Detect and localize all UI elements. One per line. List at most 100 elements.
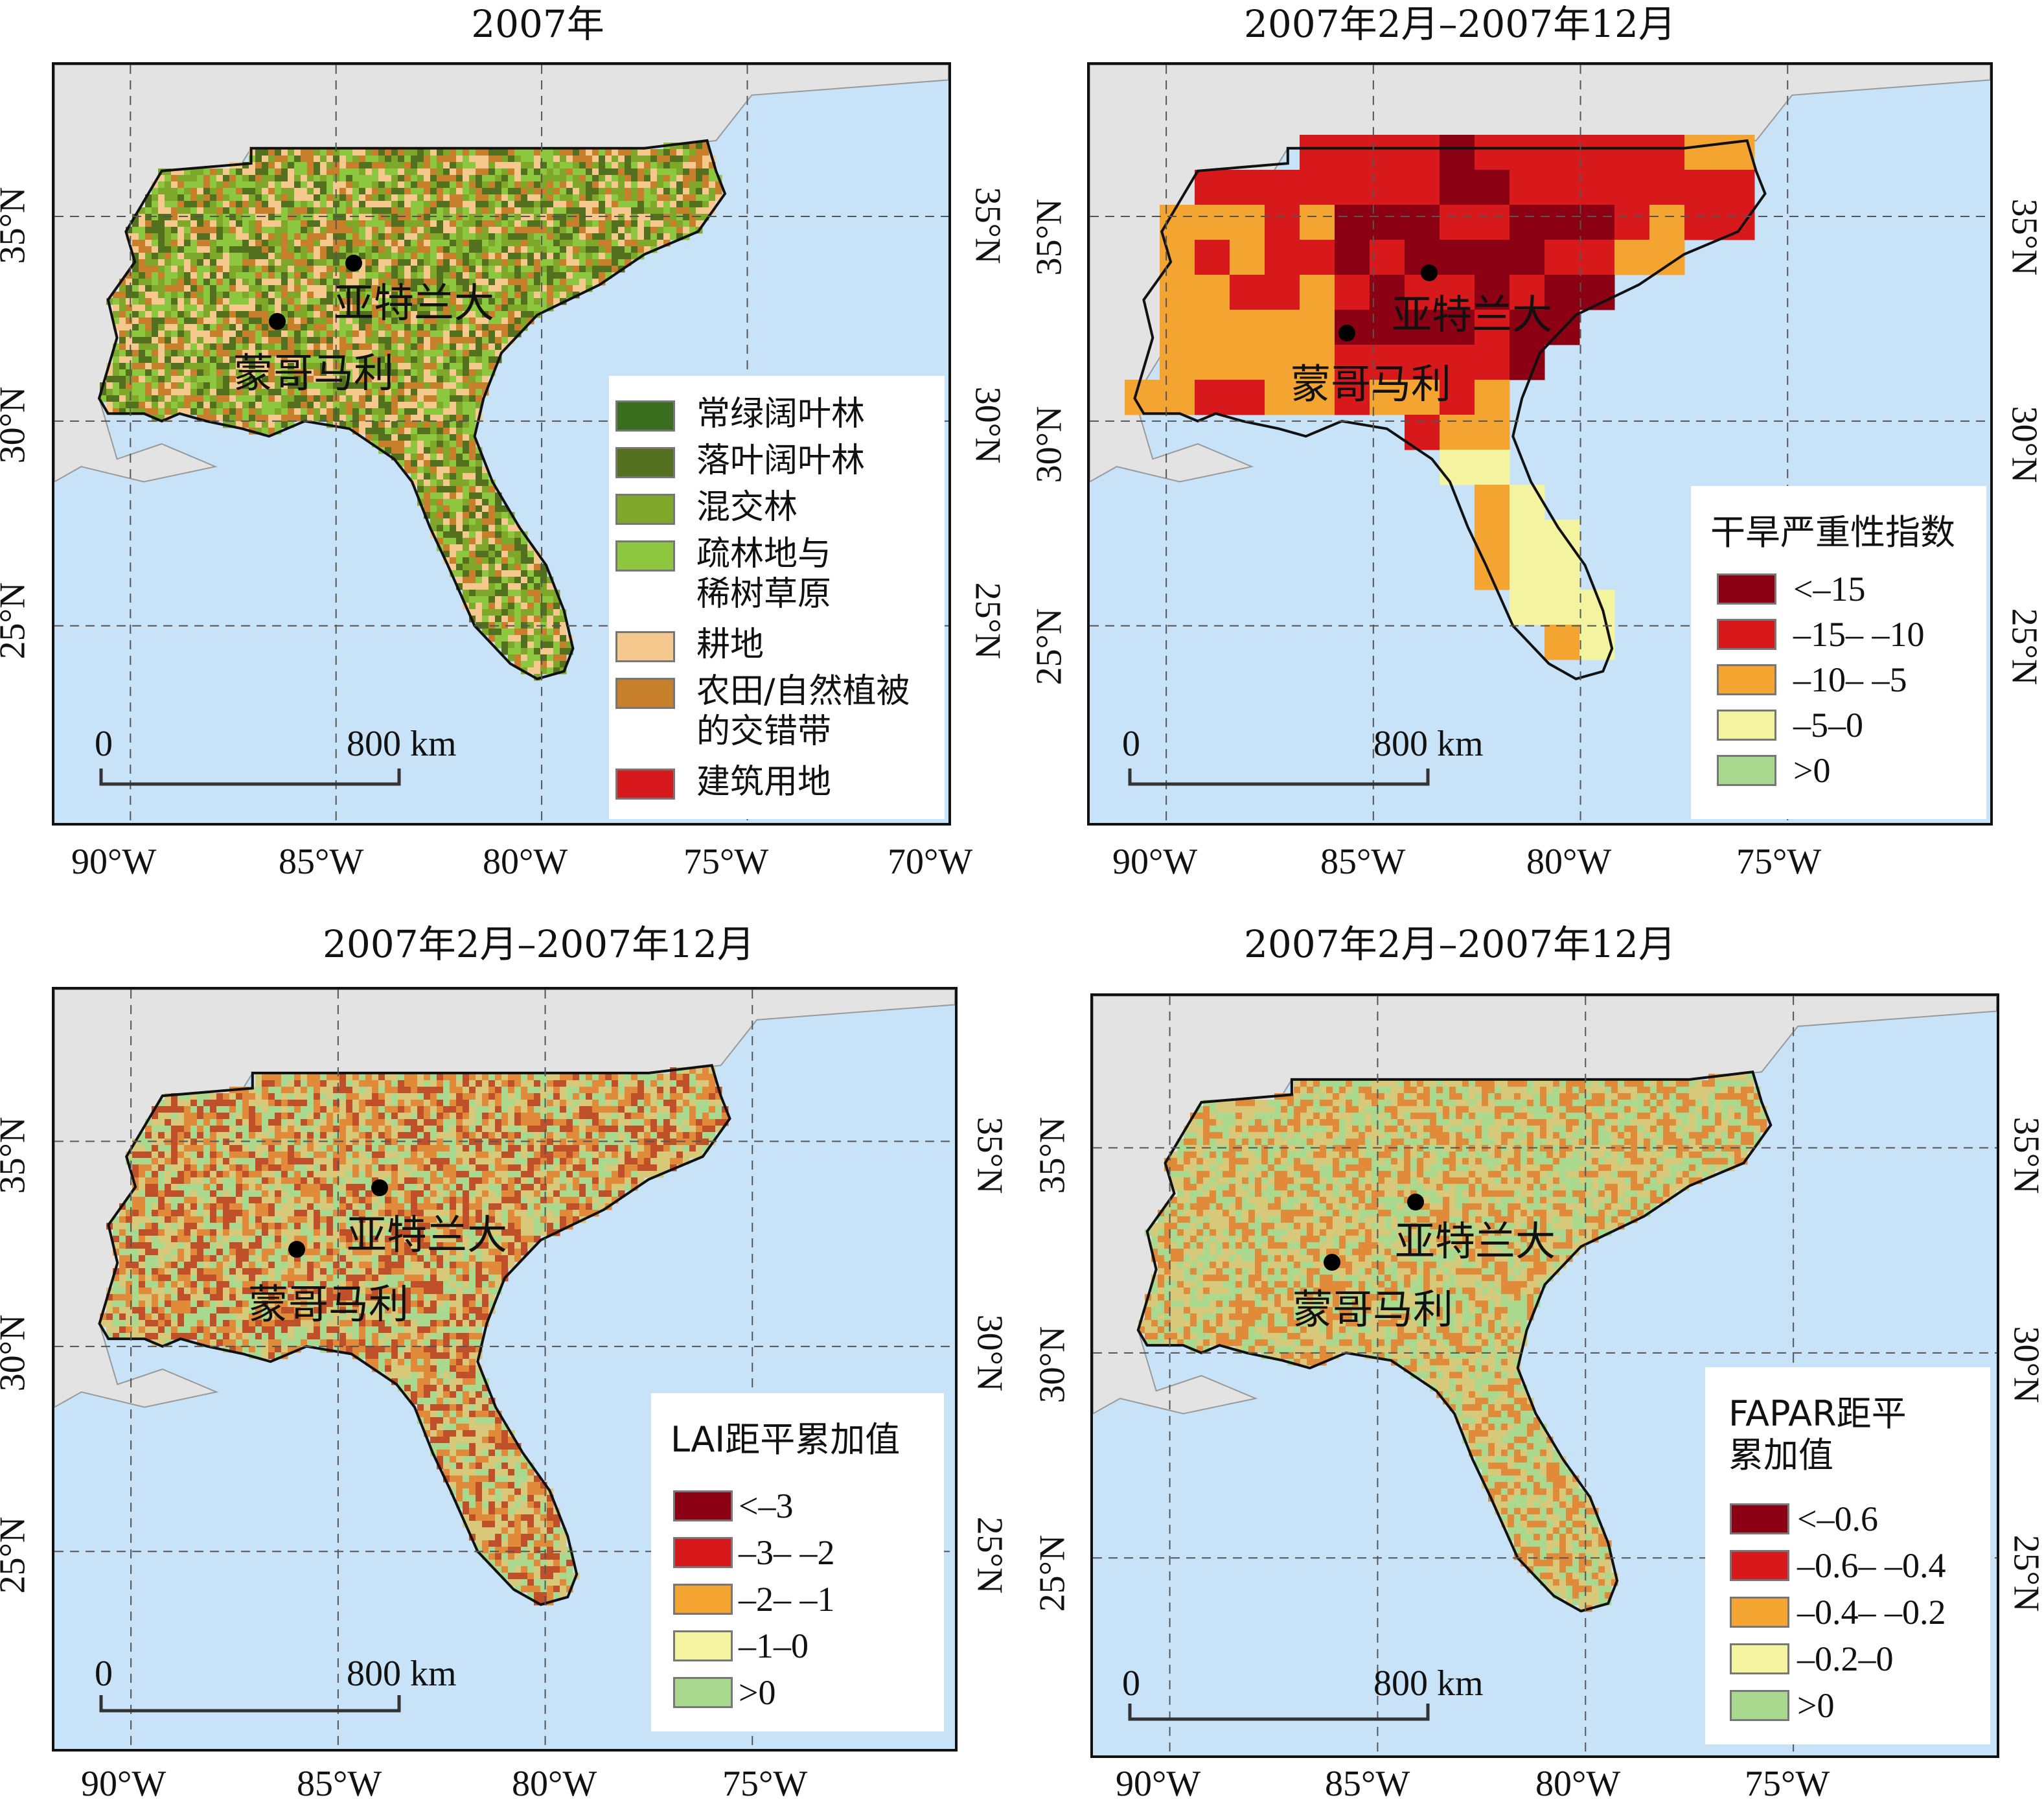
raster-cell bbox=[676, 156, 683, 163]
raster-cell bbox=[534, 661, 541, 668]
raster-cell bbox=[346, 1151, 353, 1159]
raster-cell bbox=[255, 227, 262, 234]
raster-cell bbox=[262, 305, 269, 312]
raster-cell bbox=[443, 408, 450, 415]
raster-cell bbox=[1649, 170, 1685, 205]
raster-cell bbox=[476, 538, 483, 545]
raster-cell bbox=[294, 214, 301, 221]
raster-cell bbox=[333, 1080, 340, 1087]
raster-cell bbox=[268, 156, 275, 163]
raster-cell bbox=[430, 181, 437, 189]
raster-cell bbox=[281, 292, 288, 299]
raster-cell bbox=[560, 214, 567, 221]
raster-cell bbox=[534, 298, 541, 305]
raster-cell bbox=[560, 175, 567, 182]
raster-cell bbox=[210, 279, 217, 286]
raster-cell bbox=[469, 596, 476, 603]
raster-cell bbox=[430, 1074, 437, 1081]
raster-cell bbox=[527, 1074, 534, 1081]
raster-cell bbox=[488, 616, 496, 623]
raster-cell bbox=[534, 570, 541, 577]
raster-cell bbox=[178, 259, 185, 266]
raster-cell bbox=[1510, 590, 1545, 625]
raster-cell bbox=[281, 285, 288, 292]
raster-cell bbox=[527, 1106, 534, 1113]
raster-cell bbox=[508, 175, 515, 182]
raster-cell bbox=[514, 156, 522, 163]
raster-cell bbox=[469, 356, 476, 364]
raster-cell bbox=[644, 207, 651, 214]
raster-cell bbox=[534, 590, 541, 597]
raster-cell bbox=[521, 648, 528, 655]
raster-cell bbox=[424, 1087, 431, 1094]
raster-cell bbox=[482, 512, 489, 519]
raster-cell bbox=[488, 1119, 496, 1126]
raster-cell bbox=[288, 175, 295, 182]
raster-cell bbox=[676, 175, 683, 182]
raster-cell bbox=[165, 279, 172, 286]
raster-cell bbox=[469, 1151, 476, 1159]
raster-cell bbox=[618, 156, 625, 163]
raster-cell bbox=[702, 1126, 709, 1133]
raster-cell bbox=[534, 648, 541, 655]
raster-cell bbox=[171, 214, 178, 221]
raster-cell bbox=[560, 233, 567, 240]
raster-cell bbox=[152, 298, 159, 305]
raster-cell bbox=[553, 603, 560, 610]
raster-cell bbox=[612, 201, 619, 208]
raster-cell bbox=[294, 233, 301, 240]
raster-cell bbox=[333, 1100, 340, 1107]
raster-cell bbox=[657, 194, 664, 202]
raster-cell bbox=[456, 363, 463, 370]
raster-cell bbox=[314, 272, 321, 279]
raster-cell bbox=[378, 181, 385, 189]
raster-cell bbox=[223, 292, 230, 299]
raster-cell bbox=[424, 395, 431, 402]
raster-cell bbox=[521, 207, 528, 214]
montgomery-label: 蒙哥马利 bbox=[1291, 364, 1451, 404]
raster-cell bbox=[469, 499, 476, 506]
raster-cell bbox=[689, 1126, 696, 1133]
raster-cell bbox=[268, 220, 275, 227]
raster-cell bbox=[378, 1126, 385, 1133]
raster-cell bbox=[236, 305, 243, 312]
raster-cell bbox=[463, 1132, 470, 1139]
raster-cell bbox=[320, 1080, 327, 1087]
raster-cell bbox=[482, 1093, 489, 1100]
raster-cell bbox=[527, 1113, 534, 1120]
raster-cell bbox=[216, 233, 224, 240]
raster-cell bbox=[579, 175, 586, 182]
raster-cell bbox=[152, 194, 159, 202]
raster-cell bbox=[618, 1145, 625, 1152]
raster-cell bbox=[566, 181, 573, 189]
raster-cell bbox=[152, 318, 159, 325]
raster-cell bbox=[450, 1100, 457, 1107]
raster-cell bbox=[540, 214, 547, 221]
raster-cell bbox=[275, 1087, 282, 1094]
raster-cell bbox=[236, 298, 243, 305]
raster-cell bbox=[495, 551, 502, 558]
raster-cell bbox=[456, 1087, 463, 1094]
raster-cell bbox=[113, 402, 120, 409]
raster-cell bbox=[411, 408, 418, 415]
raster-cell bbox=[456, 538, 463, 545]
raster-cell bbox=[514, 318, 522, 325]
raster-cell bbox=[527, 609, 534, 616]
raster-cell bbox=[586, 1093, 593, 1100]
raster-cell bbox=[508, 324, 515, 331]
raster-cell bbox=[553, 156, 560, 163]
raster-cell bbox=[476, 356, 483, 364]
raster-cell bbox=[404, 168, 411, 176]
raster-cell bbox=[443, 389, 450, 396]
raster-cell bbox=[404, 175, 411, 182]
panel-1-y-tick-left: 30°N bbox=[0, 387, 30, 464]
raster-cell bbox=[469, 233, 476, 240]
raster-cell bbox=[294, 1119, 301, 1126]
raster-cell bbox=[372, 253, 379, 260]
raster-cell bbox=[430, 512, 437, 519]
raster-cell bbox=[495, 1087, 502, 1094]
raster-cell bbox=[618, 149, 625, 156]
raster-cell bbox=[482, 194, 489, 202]
raster-cell bbox=[657, 227, 664, 234]
raster-cell bbox=[171, 194, 178, 202]
